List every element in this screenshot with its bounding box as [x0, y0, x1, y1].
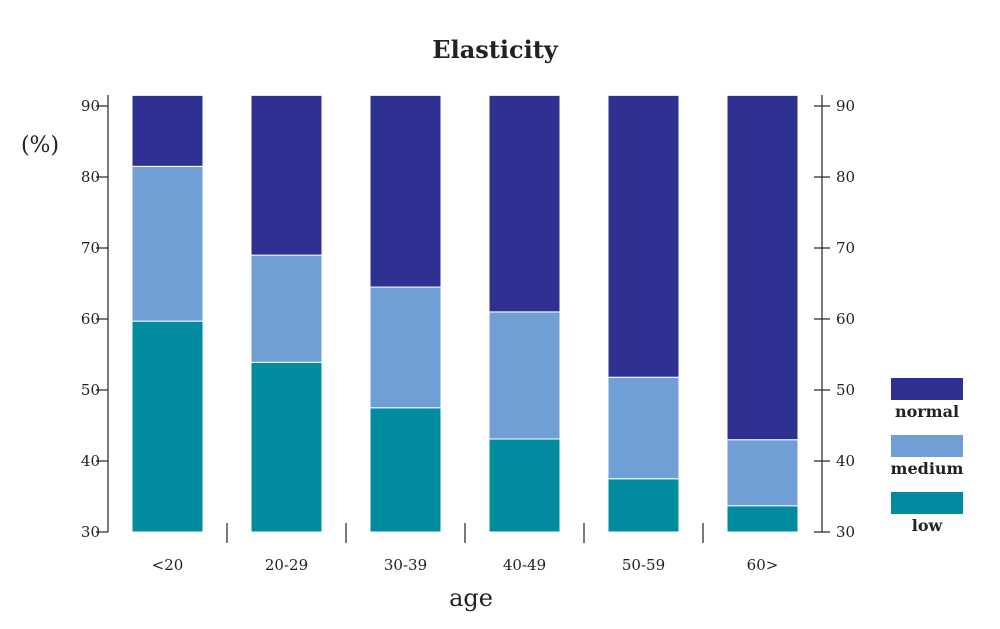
y-tick-label-left: 80 [81, 168, 100, 186]
y-tick-label-left: 30 [81, 523, 100, 541]
bar-low [726, 505, 799, 533]
bar-medium [131, 165, 204, 322]
x-tick-label: 30-39 [384, 556, 427, 574]
y-tick-label-left: 50 [81, 381, 100, 399]
y-tick-label-left: 90 [81, 97, 100, 115]
bar-normal [726, 94, 799, 441]
x-tick-label: <20 [152, 556, 184, 574]
x-tick-label: 50-59 [622, 556, 665, 574]
y-tick-label-left: 60 [81, 310, 100, 328]
legend-swatch-normal [891, 378, 963, 400]
y-tick-label-left: 70 [81, 239, 100, 257]
bar-medium [369, 286, 442, 409]
x-tick-label: 60> [747, 556, 779, 574]
y-tick-label-right: 70 [836, 239, 855, 257]
legend-swatch-medium [891, 435, 963, 457]
y-tick-label-right: 50 [836, 381, 855, 399]
x-tick-label: 40-49 [503, 556, 546, 574]
bar-normal [607, 94, 680, 378]
bar-medium [607, 376, 680, 480]
y-tick-label-right: 40 [836, 452, 855, 470]
chart-title: Elasticity [432, 35, 558, 64]
bar-low [488, 438, 561, 533]
y-tick-label-left: 40 [81, 452, 100, 470]
bar-medium [726, 439, 799, 507]
bar-normal [488, 94, 561, 313]
bar-normal [250, 94, 323, 256]
legend-label-low: low [912, 516, 944, 535]
y-tick-label-right: 80 [836, 168, 855, 186]
bar-normal [369, 94, 442, 288]
y-tick-label-right: 90 [836, 97, 855, 115]
bar-medium [488, 311, 561, 440]
bar-medium [250, 254, 323, 363]
legend-label-normal: normal [895, 402, 959, 421]
bar-normal [131, 94, 204, 167]
bar-low [131, 320, 204, 533]
x-axis-label: age [449, 584, 493, 612]
bar-low [369, 407, 442, 533]
y-tick-label-right: 60 [836, 310, 855, 328]
y-axis-label: (%) [21, 133, 59, 158]
x-tick-label: 20-29 [265, 556, 308, 574]
bar-low [250, 361, 323, 533]
bar-low [607, 478, 680, 533]
legend-label-medium: medium [891, 459, 964, 478]
y-tick-label-right: 30 [836, 523, 855, 541]
legend-swatch-low [891, 492, 963, 514]
